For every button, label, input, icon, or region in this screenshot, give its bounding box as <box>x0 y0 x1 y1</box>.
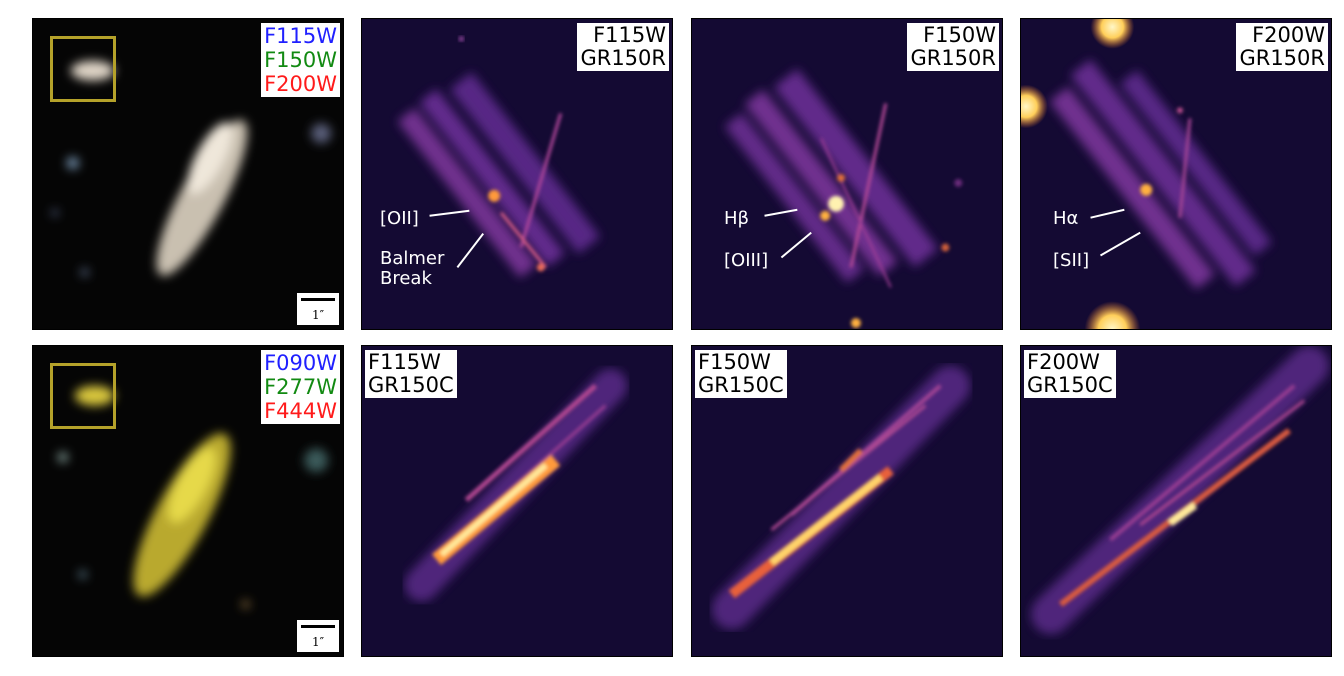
grism-spectrum-image <box>711 365 971 630</box>
rgb-image-panel-row2: F090W F277W F444W 1″ <box>32 345 344 657</box>
grism-spectrum-image <box>404 368 628 602</box>
grism-spectrum-image <box>724 68 963 329</box>
scale-bar: 1″ <box>297 293 339 325</box>
filter-name: F150W <box>923 23 996 47</box>
grism-name: GR150R <box>910 46 996 70</box>
oii-label: [OII] <box>380 208 419 229</box>
annotation-lines <box>1090 208 1141 257</box>
filter-green-label: F277W <box>264 375 337 399</box>
hbeta-label: Hβ <box>724 208 750 229</box>
grism-spectrum-image <box>397 35 601 278</box>
spectrum-label: F200W GR150C <box>1024 350 1116 398</box>
filter-name: F115W <box>593 23 666 47</box>
filter-legend: F115W F150W F200W <box>261 23 340 97</box>
filter-red-label: F444W <box>264 399 337 423</box>
spectrum-label: F150W GR150C <box>695 350 787 398</box>
sii-label: [SII] <box>1053 250 1090 271</box>
halpha-label: Hα <box>1053 208 1079 229</box>
annotation-lines <box>764 208 812 259</box>
spectrum-label: F200W GR150R <box>1236 23 1328 71</box>
annotation-lines <box>429 209 485 269</box>
filter-red-label: F200W <box>264 72 337 96</box>
oiii-label: [OIII] <box>724 250 769 271</box>
spectrum-panel-f115w-gr150c: F115W GR150C <box>361 345 673 657</box>
spectrum-panel-f115w-gr150r: F115W GR150R [OII] Balmer Break <box>361 18 673 330</box>
grism-spectrum-image <box>1021 19 1272 329</box>
scale-bar-label: 1″ <box>311 308 325 322</box>
filter-name: F200W <box>1027 350 1100 374</box>
filter-blue-label: F115W <box>264 24 337 48</box>
zoom-inset-box <box>50 363 116 429</box>
grism-name: GR150C <box>698 373 784 397</box>
galaxy-image <box>51 60 332 277</box>
spectrum-label: F115W GR150R <box>577 23 669 71</box>
spectrum-label: F115W GR150C <box>365 350 457 398</box>
filter-name: F200W <box>1252 23 1325 47</box>
spectrum-panel-f150w-gr150c: F150W GR150C <box>691 345 1003 657</box>
rgb-image-panel-row1: F115W F150W F200W 1″ <box>32 18 344 330</box>
spectrum-panel-f200w-gr150c: F200W GR150C <box>1020 345 1332 657</box>
filter-legend: F090W F277W F444W <box>261 350 340 424</box>
grism-spectrum-image <box>1030 346 1330 635</box>
filter-name: F115W <box>368 350 441 374</box>
galaxy-image <box>57 385 329 609</box>
spectrum-panel-f150w-gr150r: F150W GR150R Hβ [OIII] <box>691 18 1003 330</box>
scale-bar-label: 1″ <box>311 635 325 649</box>
filter-blue-label: F090W <box>264 351 337 375</box>
balmer-label: Balmer <box>380 248 445 269</box>
spectrum-panel-f200w-gr150r: F200W GR150R Hα [SII] <box>1020 18 1332 330</box>
grism-name: GR150R <box>580 46 666 70</box>
filter-green-label: F150W <box>264 48 337 72</box>
spectrum-label: F150W GR150R <box>907 23 999 71</box>
zoom-inset-box <box>50 36 116 102</box>
scale-bar: 1″ <box>297 620 339 652</box>
grism-name: GR150C <box>1027 373 1113 397</box>
grism-name: GR150C <box>368 373 454 397</box>
filter-name: F150W <box>698 350 771 374</box>
break-label: Break <box>380 268 432 289</box>
grism-name: GR150R <box>1239 46 1325 70</box>
